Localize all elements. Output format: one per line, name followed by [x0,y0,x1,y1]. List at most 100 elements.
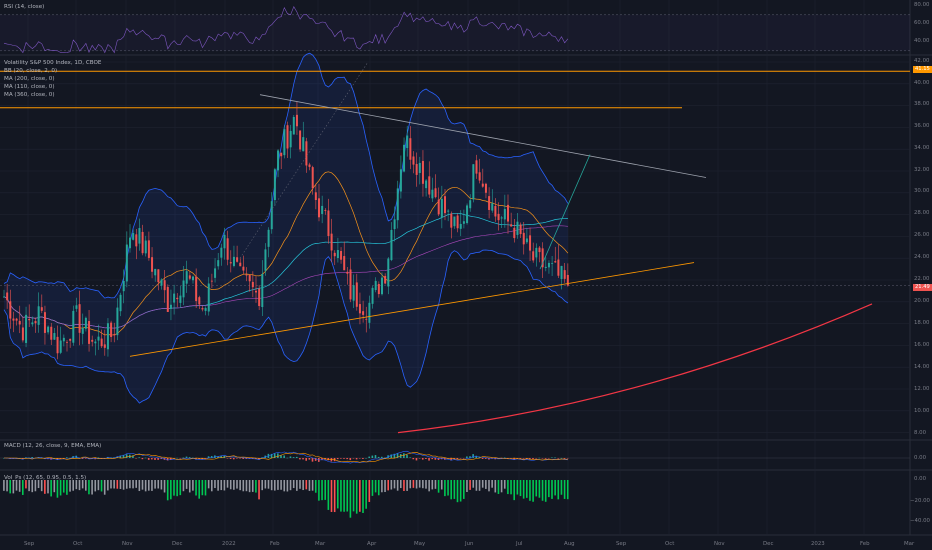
candle-body [119,294,122,312]
macd-histogram-bar [500,458,503,459]
candle-body [488,196,491,210]
osc-tick: 0.00 [914,476,927,482]
candle-body [321,205,324,214]
main-tick: 28.00 [914,210,930,216]
osc-histogram-bar [173,480,175,496]
candle-body [21,327,24,341]
legend-bb: BB (20, close, 2, 0) [4,68,58,74]
osc-histogram-bar [450,480,452,500]
osc-histogram-bar [305,480,308,490]
candle-body [469,200,472,209]
x-tick: Aug [564,541,575,547]
osc-histogram-bar [239,480,241,491]
osc-histogram-bar [125,480,128,489]
macd-histogram-bar [232,458,235,460]
legend-ma200: MA (200, close, 0) [4,76,55,82]
osc-histogram-bar [195,480,197,496]
osc-tick: −40.00 [910,518,930,524]
osc-histogram-bar [97,480,100,491]
candle-body [406,135,409,149]
macd-histogram-bar [245,458,248,459]
osc-histogram-bar [359,480,361,512]
macd-histogram-bar [475,455,478,458]
macd-histogram-bar [381,456,383,458]
candle-body [472,164,475,200]
osc-histogram-bar [78,480,81,491]
macd-histogram-bar [261,457,263,458]
candle-body [166,286,169,312]
legend-ma110: MA (110, close, 0) [4,84,55,90]
osc-histogram-bar [343,480,345,512]
osc-histogram-bar [324,480,326,500]
macd-histogram-bar [478,456,481,458]
candle-body [195,276,198,302]
macd-histogram-bar [466,456,468,458]
osc-histogram-bar [440,480,443,490]
macd-histogram-bar [302,458,304,460]
osc-histogram-bar [144,480,147,492]
x-tick: Jul [516,541,523,547]
main-tick: 14.00 [914,364,930,370]
x-tick: 2022 [222,541,236,547]
candle-body [425,180,428,189]
osc-histogram-bar [141,480,144,490]
osc-histogram-bar [396,480,399,491]
osc-histogram-bar [400,480,402,489]
osc-histogram-bar [12,480,15,494]
candle-body [132,233,135,240]
osc-histogram-bar [40,480,43,492]
osc-histogram-bar [292,480,295,489]
candle-body [173,293,176,303]
macd-histogram-bar [97,457,100,459]
macd-histogram-bar [532,458,534,460]
osc-histogram-bar [34,480,37,492]
osc-histogram-bar [81,480,84,489]
macd-histogram-bar [217,456,219,458]
osc-histogram-bar [418,480,421,488]
osc-histogram-bar [387,480,389,491]
macd-histogram-bar [229,458,232,460]
osc-histogram-bar [229,480,232,490]
osc-histogram-bar [469,480,471,490]
x-tick: Mar [904,541,915,547]
candle-body [384,275,387,284]
candle-body [25,314,28,343]
osc-histogram-bar [66,480,68,495]
candle-body [358,304,361,314]
osc-histogram-bar [85,480,87,491]
osc-histogram-bar [25,480,27,489]
candle-body [62,337,65,342]
candle-body [513,227,516,239]
osc-histogram-bar [428,480,430,492]
macd-histogram-bar [31,457,33,458]
main-tick: 22.00 [914,276,930,282]
osc-histogram-bar [557,480,560,500]
candle-body [129,237,131,249]
osc-histogram-bar [346,480,349,512]
osc-histogram-bar [497,480,500,494]
macd-histogram-bar [119,455,122,458]
candle-body [18,320,21,325]
macd-histogram-bar [406,454,408,458]
osc-histogram-bar [122,480,125,490]
osc-histogram-bar [535,480,538,497]
osc-histogram-bar [69,480,71,492]
candle-body [242,266,245,271]
osc-histogram-bar [390,480,393,490]
candle-body [236,257,239,262]
macd-histogram-bar [84,458,87,459]
candle-body [185,271,188,284]
macd-histogram-bar [336,458,339,460]
candle-body [144,240,147,254]
osc-histogram-bar [192,480,194,491]
osc-histogram-bar [485,480,487,489]
macd-histogram-bar [125,454,128,458]
osc-histogram-bar [538,480,541,498]
candle-body [28,319,31,321]
osc-histogram-bar [374,480,377,493]
osc-histogram-bar [198,480,200,499]
osc-histogram-bar [314,480,317,493]
osc-histogram-bar [258,480,260,500]
